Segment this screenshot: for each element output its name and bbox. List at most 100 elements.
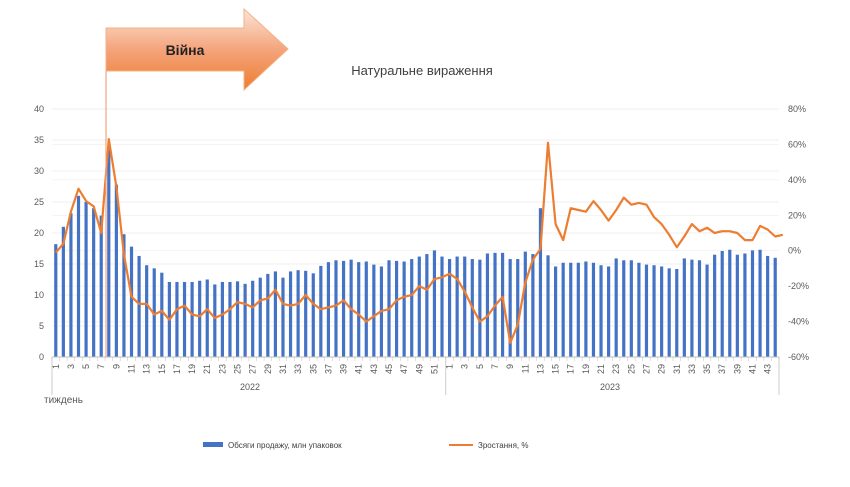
x-tick-label: 45 bbox=[384, 364, 394, 374]
x-tick-label: 15 bbox=[157, 364, 167, 374]
bar bbox=[773, 257, 777, 357]
x-tick-label: 13 bbox=[142, 364, 152, 374]
x-tick-label: 9 bbox=[111, 364, 121, 369]
x-tick-label: 1 bbox=[445, 364, 455, 369]
x-tick-label: 1 bbox=[51, 364, 61, 369]
bar bbox=[311, 273, 315, 357]
bar bbox=[728, 249, 732, 357]
y-right-tick-label: -60% bbox=[788, 352, 809, 362]
bar bbox=[554, 266, 558, 357]
bar bbox=[622, 260, 626, 357]
bar bbox=[76, 195, 81, 357]
bar bbox=[508, 259, 512, 357]
bar bbox=[561, 262, 565, 357]
bar-series bbox=[54, 146, 777, 357]
war-arrow bbox=[105, 7, 289, 92]
x-tick-label: 3 bbox=[66, 364, 76, 369]
right-axis-ticks: -60% -40% -20% 0% 20% 40% 60% 80% bbox=[788, 104, 809, 362]
legend-label-line: Зростання, % bbox=[478, 441, 528, 450]
bar bbox=[758, 249, 762, 357]
bar bbox=[478, 259, 482, 357]
y-right-tick-label: 20% bbox=[788, 210, 806, 220]
bar bbox=[357, 262, 361, 357]
bar bbox=[258, 277, 262, 357]
x-tick-label: 7 bbox=[490, 364, 500, 369]
bar bbox=[660, 266, 664, 357]
bar bbox=[766, 255, 770, 357]
x-tick-label: 31 bbox=[672, 364, 682, 374]
y-left-tick-label: 5 bbox=[39, 321, 44, 331]
x-tick-label: 19 bbox=[581, 364, 591, 374]
bar bbox=[129, 246, 134, 357]
bar bbox=[447, 259, 452, 357]
bar bbox=[455, 256, 459, 357]
axes bbox=[51, 356, 780, 395]
bar bbox=[440, 256, 444, 357]
x-tick-label: 33 bbox=[293, 364, 303, 374]
x-tick-label: 7 bbox=[96, 364, 106, 369]
y-left-tick-label: 15 bbox=[34, 259, 44, 269]
x-tick-label: 35 bbox=[308, 364, 318, 374]
x-tick-label: 25 bbox=[233, 364, 243, 374]
bar bbox=[720, 250, 724, 357]
line-series bbox=[54, 138, 784, 344]
bar bbox=[425, 254, 429, 357]
gridlines bbox=[52, 108, 779, 358]
bar bbox=[319, 265, 323, 357]
y-left-tick-label: 35 bbox=[34, 135, 44, 145]
left-axis-ticks: 0 5 10 15 20 25 30 35 40 bbox=[34, 104, 44, 362]
bar bbox=[205, 279, 209, 357]
bar bbox=[713, 254, 717, 357]
bar bbox=[432, 250, 437, 357]
x-tick-label: 11 bbox=[520, 364, 530, 373]
bar bbox=[546, 255, 550, 357]
y-left-tick-label: 20 bbox=[34, 228, 44, 238]
x-tick-label: 17 bbox=[172, 364, 182, 374]
y-right-tick-label: -40% bbox=[788, 317, 809, 327]
bar bbox=[364, 261, 368, 357]
bar bbox=[584, 261, 588, 357]
x-tick-label: 51 bbox=[429, 364, 439, 374]
x-tick-label: 47 bbox=[399, 364, 409, 374]
x-tick-label: 5 bbox=[475, 364, 485, 369]
x-tick-label: 5 bbox=[81, 364, 91, 369]
bar bbox=[281, 277, 285, 357]
y-right-tick-label: -20% bbox=[788, 281, 809, 291]
y-left-tick-label: 40 bbox=[34, 104, 44, 114]
bar bbox=[107, 146, 111, 357]
chart-title: Натуральне вираження bbox=[351, 63, 493, 78]
y-left-tick-label: 30 bbox=[34, 166, 44, 176]
y-right-tick-label: 60% bbox=[788, 139, 806, 149]
x-tick-label: 27 bbox=[641, 364, 651, 374]
bar bbox=[394, 260, 399, 357]
bar bbox=[251, 280, 255, 357]
bar bbox=[114, 184, 118, 357]
x-tick-label: 37 bbox=[323, 364, 333, 374]
x-tick-label: 25 bbox=[626, 364, 636, 374]
x-tick-label: 11 bbox=[127, 364, 137, 373]
bar bbox=[182, 281, 187, 357]
bar bbox=[652, 265, 656, 357]
bar bbox=[266, 273, 270, 357]
bar bbox=[190, 281, 194, 357]
y-left-tick-label: 25 bbox=[34, 197, 44, 207]
x-tick-label: 35 bbox=[702, 364, 712, 374]
x-tick-label: 49 bbox=[414, 364, 424, 374]
bar bbox=[743, 253, 747, 357]
x-tick-label: 37 bbox=[717, 364, 727, 374]
legend: Обсяги продажу, млн упаковок Зростання, … bbox=[203, 441, 528, 450]
x-tick-label: 43 bbox=[369, 364, 379, 374]
x-tick-label: 23 bbox=[217, 364, 227, 374]
bar bbox=[122, 234, 126, 357]
x-tick-label: 21 bbox=[202, 364, 212, 374]
bar bbox=[61, 226, 65, 357]
y-right-tick-label: 0% bbox=[788, 246, 801, 256]
bar bbox=[569, 262, 573, 357]
bar bbox=[516, 259, 520, 357]
x-tick-label: 3 bbox=[460, 364, 470, 369]
bar bbox=[402, 261, 406, 357]
bar bbox=[750, 250, 755, 357]
x-tick-label: 13 bbox=[535, 364, 545, 374]
bar bbox=[326, 262, 331, 357]
bar bbox=[485, 253, 490, 357]
